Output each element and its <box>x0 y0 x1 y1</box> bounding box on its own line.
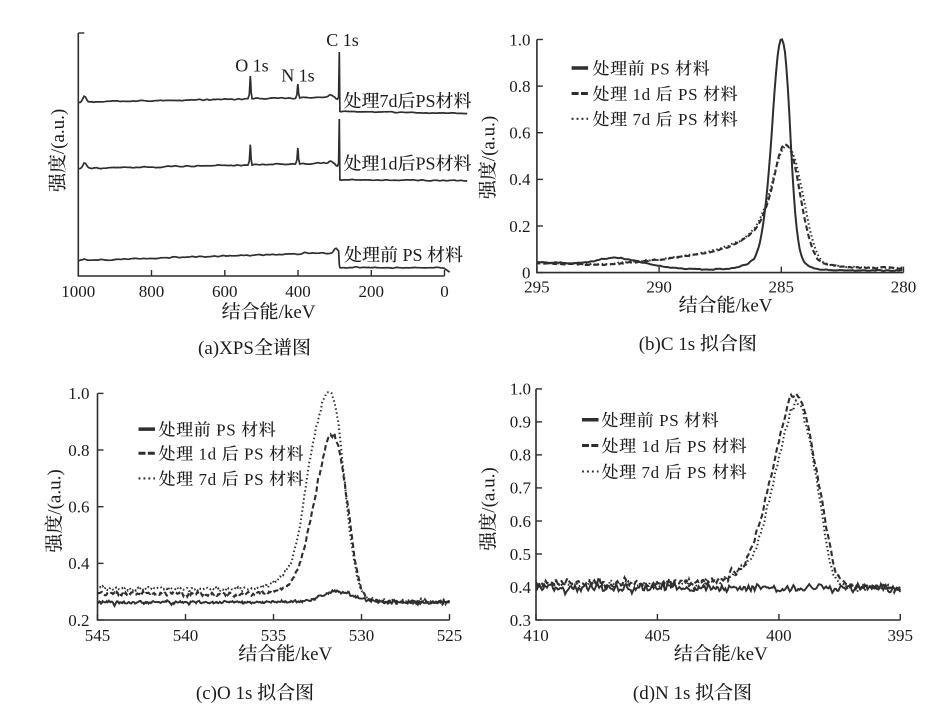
svg-text:0.9: 0.9 <box>510 413 531 432</box>
svg-text:410: 410 <box>523 626 549 645</box>
svg-text:1.0: 1.0 <box>68 384 89 403</box>
svg-text:1000: 1000 <box>61 282 95 301</box>
svg-text:/keV: /keV <box>279 302 316 323</box>
svg-text:0.2: 0.2 <box>68 611 89 630</box>
svg-text:0.8: 0.8 <box>509 77 530 96</box>
svg-text:1d: 1d <box>628 85 656 104</box>
svg-text:PS: PS <box>682 463 712 482</box>
svg-text:/keV: /keV <box>736 296 773 317</box>
svg-text:PS: PS <box>416 154 436 174</box>
svg-text:/(a.u.): /(a.u.) <box>48 109 69 154</box>
svg-text:0.4: 0.4 <box>509 170 531 189</box>
svg-text:1.0: 1.0 <box>509 30 530 49</box>
svg-text:1d: 1d <box>194 445 222 464</box>
svg-text:0.6: 0.6 <box>510 512 531 531</box>
svg-text:PS: PS <box>673 85 703 104</box>
svg-text:200: 200 <box>359 282 385 301</box>
svg-text:(b)C 1s: (b)C 1s <box>639 334 700 355</box>
svg-text:535: 535 <box>261 626 287 645</box>
svg-text:0.4: 0.4 <box>68 554 90 573</box>
svg-text:PS: PS <box>682 437 712 456</box>
svg-text:400: 400 <box>285 282 311 301</box>
svg-text:800: 800 <box>139 282 165 301</box>
svg-text:N 1s: N 1s <box>281 66 315 86</box>
svg-text:0.6: 0.6 <box>509 124 530 143</box>
svg-text:600: 600 <box>212 282 238 301</box>
svg-text:280: 280 <box>891 278 917 297</box>
svg-text:0.8: 0.8 <box>510 446 531 465</box>
svg-text:530: 530 <box>349 626 375 645</box>
svg-text:7d: 7d <box>380 91 398 111</box>
svg-text:PS: PS <box>654 411 684 430</box>
svg-text:(a)XPS: (a)XPS <box>198 338 254 359</box>
svg-text:0: 0 <box>522 263 531 282</box>
svg-text:400: 400 <box>766 626 792 645</box>
svg-text:395: 395 <box>888 626 914 645</box>
svg-text:290: 290 <box>646 278 672 297</box>
svg-text:405: 405 <box>645 626 671 645</box>
svg-text:PS: PS <box>398 245 427 265</box>
svg-text:285: 285 <box>769 278 795 297</box>
svg-text:540: 540 <box>173 626 199 645</box>
svg-text:PS: PS <box>673 110 703 129</box>
svg-text:0.8: 0.8 <box>68 441 89 460</box>
svg-text:C 1s: C 1s <box>326 30 359 50</box>
svg-text:0.4: 0.4 <box>510 578 532 597</box>
svg-text:7d: 7d <box>194 470 222 489</box>
svg-text:PS: PS <box>416 91 436 111</box>
svg-text:0.3: 0.3 <box>510 611 531 630</box>
svg-text:295: 295 <box>524 278 550 297</box>
svg-text:/keV: /keV <box>295 644 332 665</box>
svg-text:/keV: /keV <box>731 644 768 665</box>
svg-text:0.6: 0.6 <box>68 498 89 517</box>
svg-text:PS: PS <box>211 421 241 440</box>
svg-text:0.2: 0.2 <box>509 217 530 236</box>
svg-text:7d: 7d <box>628 110 656 129</box>
svg-text:/(a.u.): /(a.u.) <box>45 469 66 514</box>
svg-text:PS: PS <box>239 445 269 464</box>
svg-text:1.0: 1.0 <box>510 380 531 399</box>
svg-text:7d: 7d <box>637 463 665 482</box>
svg-text:O 1s: O 1s <box>235 56 269 76</box>
svg-text:545: 545 <box>85 626 111 645</box>
svg-text:0: 0 <box>440 282 449 301</box>
svg-text:PS: PS <box>645 59 675 78</box>
svg-text:1d: 1d <box>380 154 398 174</box>
svg-text:(d)N 1s: (d)N 1s <box>633 683 695 704</box>
svg-text:(c)O 1s: (c)O 1s <box>196 683 257 704</box>
svg-text:1d: 1d <box>637 437 665 456</box>
svg-text:0.7: 0.7 <box>510 479 532 498</box>
svg-text:PS: PS <box>239 470 269 489</box>
svg-text:/(a.u.): /(a.u.) <box>479 467 500 512</box>
svg-text:525: 525 <box>437 626 463 645</box>
svg-text:0.5: 0.5 <box>510 545 531 564</box>
svg-text:/(a.u.): /(a.u.) <box>478 116 499 161</box>
